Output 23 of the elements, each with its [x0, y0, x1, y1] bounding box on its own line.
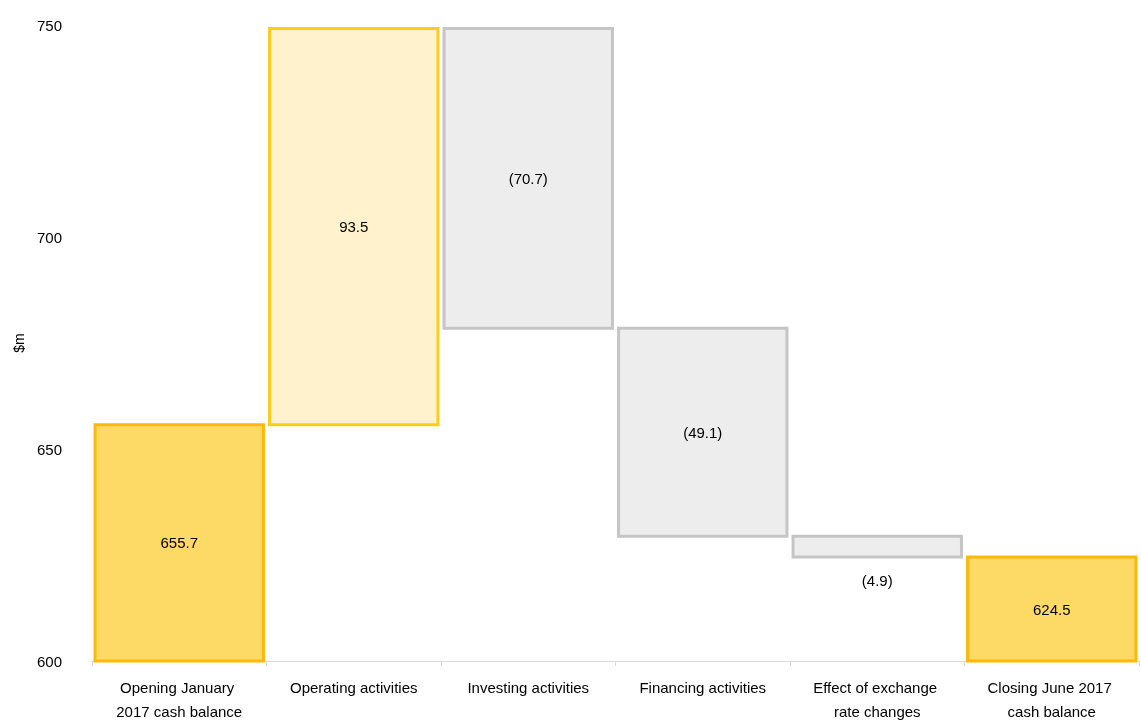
data-label: (4.9)	[861, 571, 893, 589]
data-label: 655.7	[160, 534, 199, 552]
y-tick-label: 650	[36, 440, 62, 458]
x-tick-label: Financing activities	[639, 678, 767, 696]
data-label: 93.5	[339, 218, 369, 236]
y-tick-label: 750	[36, 16, 62, 34]
x-tick-label: Operating activities	[289, 678, 418, 696]
bar	[268, 26, 440, 427]
data-label: (49.1)	[683, 423, 723, 441]
bar	[966, 555, 1138, 663]
bar	[617, 326, 789, 538]
x-tick-label: Opening January 2017 cash balance	[116, 678, 243, 720]
bar	[442, 26, 614, 330]
data-label: 624.5	[1032, 600, 1071, 618]
y-axis-title: $m	[11, 333, 28, 353]
bar	[791, 534, 963, 559]
y-tick-label: 700	[36, 228, 62, 246]
x-tick-label: Closing June 2017 cash balance	[987, 678, 1116, 720]
x-tick-label: Investing activities	[467, 678, 590, 696]
data-label: (70.7)	[508, 169, 548, 187]
bar	[93, 423, 265, 663]
x-tick-label: Effect of exchange rate changes	[813, 678, 942, 720]
y-tick-label: 600	[36, 652, 62, 670]
